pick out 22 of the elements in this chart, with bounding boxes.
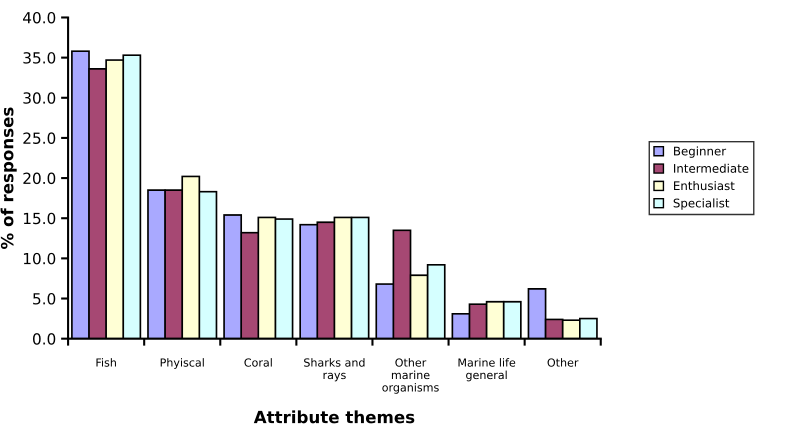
x-tick-label: Other (548, 358, 578, 367)
y-tick-label: 20.0 (23, 172, 56, 184)
y-tick-label: 25.0 (23, 132, 56, 144)
x-tick-label: Sharks and rays (304, 358, 364, 382)
x-tick-label: Marine life general (458, 358, 516, 382)
y-tick-label: 40.0 (23, 12, 56, 24)
legend-label: Intermediate (674, 164, 748, 173)
y-axis-title: % of responses (0, 107, 17, 249)
y-tick-label: 5.0 (33, 292, 56, 305)
y-tick-label: 30.0 (23, 92, 56, 104)
legend-label: Beginner (674, 146, 726, 158)
legend-label: Specialist (674, 198, 730, 210)
y-tick-label: 35.0 (23, 52, 56, 64)
x-tick-label: Fish (96, 358, 116, 367)
y-tick-label: 15.0 (24, 212, 56, 224)
x-tick-label: Other marine organisms (382, 358, 439, 394)
legend-label: Enthusiast (674, 181, 735, 190)
y-tick-label: 10.0 (24, 252, 56, 264)
x-tick-label: Coral (244, 358, 272, 367)
x-axis-title: Attribute themes (254, 410, 414, 424)
x-tick-label: Phyiscal (160, 358, 204, 369)
y-tick-label: 0.0 (32, 333, 56, 345)
